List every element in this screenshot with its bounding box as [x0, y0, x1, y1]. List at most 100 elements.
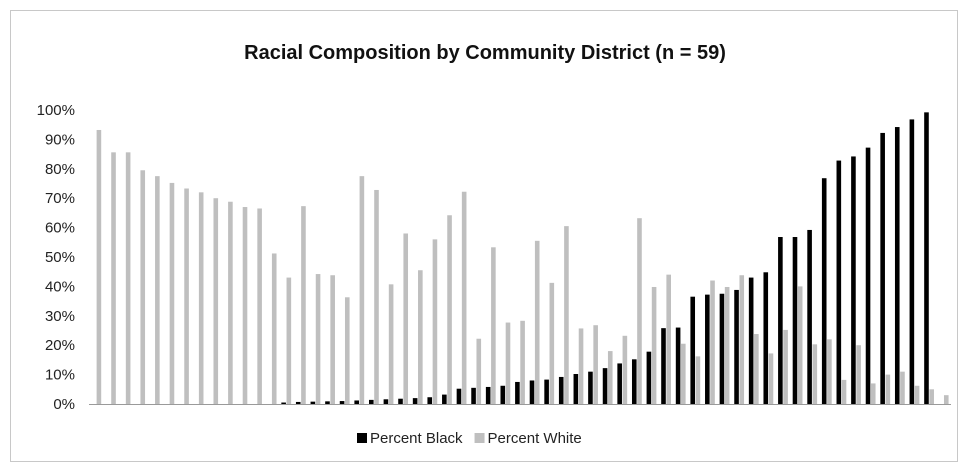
bar-percent-white: [271, 253, 277, 404]
bar-percent-black: [354, 400, 359, 404]
bar-percent-white: [607, 351, 613, 404]
bar-percent-white: [169, 182, 175, 404]
legend-swatch: [357, 433, 367, 443]
bar-percent-white: [242, 207, 248, 404]
bar-percent-black: [427, 397, 433, 404]
bar-percent-white: [491, 247, 496, 404]
bar-percent-white: [651, 286, 657, 404]
bar-percent-black: [865, 147, 871, 404]
bar-percent-white: [695, 356, 701, 404]
bar-percent-black: [310, 401, 316, 404]
bar-percent-black: [573, 374, 579, 404]
bar-percent-black: [821, 178, 827, 404]
bar-percent-black: [485, 386, 491, 404]
bar-percent-white: [754, 334, 759, 404]
bar-percent-white: [637, 218, 642, 404]
bar-percent-white: [914, 385, 920, 404]
y-tick-label: 0%: [53, 396, 75, 413]
bar-percent-black: [675, 327, 681, 404]
y-tick-label: 50%: [45, 249, 75, 266]
bar-percent-white: [432, 239, 438, 404]
bar-percent-white: [797, 286, 803, 404]
bar-percent-white: [315, 274, 321, 404]
bar-percent-white: [622, 335, 628, 404]
bar-percent-black: [836, 160, 842, 404]
bar-percent-black: [763, 272, 769, 404]
y-tick-label: 40%: [45, 278, 75, 295]
bar-percent-white: [856, 345, 861, 404]
bar-percent-white: [768, 353, 774, 404]
bar-percent-black: [734, 289, 739, 404]
bar-percent-white: [96, 129, 102, 404]
bar-percent-white: [476, 338, 482, 404]
bar-percent-white: [739, 275, 745, 404]
bar-percent-white: [900, 371, 905, 404]
bar-percent-white: [812, 344, 818, 404]
bar-percent-black: [383, 399, 389, 404]
bar-percent-white: [140, 170, 146, 404]
bar-percent-black: [924, 112, 929, 404]
bar-percent-white: [155, 176, 160, 404]
bar-percent-white: [520, 320, 525, 404]
bar-percent-white: [257, 208, 262, 404]
bar-percent-black: [646, 351, 652, 404]
bar-percent-white: [374, 189, 379, 404]
legend-label: Percent White: [488, 430, 582, 447]
bar-percent-white: [388, 284, 394, 404]
bar-percent-black: [281, 402, 286, 404]
bar-percent-black: [909, 119, 915, 404]
bar-percent-white: [885, 374, 891, 404]
bar-percent-black: [661, 328, 666, 404]
legend-label: Percent Black: [370, 430, 463, 447]
chart-svg: Racial Composition by Community District…: [37, 42, 951, 447]
y-tick-label: 10%: [45, 367, 75, 384]
bar-percent-white: [666, 274, 671, 404]
bar-percent-white: [213, 198, 219, 404]
bar-percent-black: [544, 379, 549, 404]
y-tick-label: 80%: [45, 161, 75, 178]
bar-percent-black: [515, 381, 520, 404]
bar-percent-black: [792, 237, 798, 404]
bar-percent-white: [330, 275, 335, 404]
bar-percent-black: [880, 132, 885, 404]
bar-percent-black: [807, 229, 812, 404]
bar-percent-black: [339, 401, 345, 404]
bar-percent-white: [403, 233, 409, 404]
bar-percent-black: [690, 296, 696, 404]
bar-percent-black: [456, 388, 462, 404]
bar-percent-white: [943, 395, 949, 404]
bar-percent-black: [748, 277, 754, 404]
bar-percent-white: [710, 280, 715, 404]
bar-percent-black: [851, 156, 856, 404]
bar-percent-black: [778, 237, 783, 404]
bar-percent-white: [228, 201, 233, 404]
y-tick-label: 60%: [45, 220, 75, 237]
bar-percent-white: [418, 270, 423, 404]
bar-percent-black: [412, 398, 418, 404]
bar-percent-black: [398, 398, 403, 404]
bar-percent-white: [841, 379, 847, 404]
bar-percent-white: [783, 329, 788, 404]
bar-percent-black: [325, 401, 330, 404]
y-tick-label: 90%: [45, 131, 75, 148]
bar-percent-black: [529, 380, 535, 404]
bar-percent-white: [578, 328, 584, 404]
bar-percent-white: [929, 389, 934, 404]
bar-percent-white: [549, 282, 555, 404]
y-tick-label: 100%: [37, 102, 75, 119]
bar-percent-white: [184, 188, 189, 404]
bar-percent-black: [471, 387, 476, 404]
chart-container: Racial Composition by Community District…: [10, 10, 958, 462]
bar-percent-black: [894, 127, 900, 405]
y-tick-label: 20%: [45, 337, 75, 354]
bar-percent-white: [301, 206, 306, 404]
bar-percent-black: [369, 399, 374, 404]
bar-percent-black: [617, 363, 622, 404]
bar-percent-white: [564, 226, 569, 404]
bar-percent-white: [870, 383, 876, 404]
bar-percent-white: [344, 297, 350, 404]
bar-percent-black: [588, 371, 593, 404]
bar-percent-black: [558, 376, 564, 404]
y-axis: 0% 10% 20% 30% 40% 50% 60% 70% 80% 90% 100%: [37, 102, 75, 413]
bar-percent-black: [705, 294, 710, 404]
